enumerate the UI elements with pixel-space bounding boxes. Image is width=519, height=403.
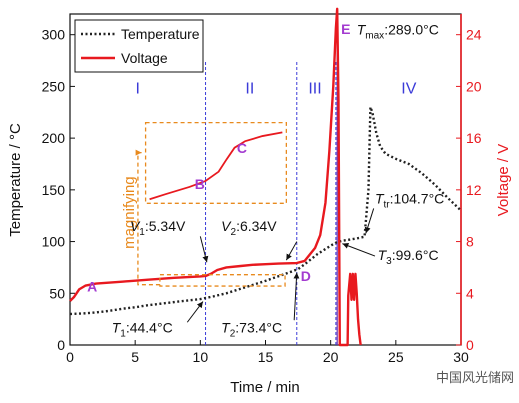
x-axis-title: Time / min (230, 379, 299, 396)
x-tick-label: 30 (453, 349, 469, 365)
magnify-source-box (159, 274, 286, 287)
stage-label: I (136, 81, 140, 98)
annotations: V1:5.34V V2:6.34V T1:44.4°C T2:73.4°C T3:99.… (112, 22, 445, 340)
y-left-tick-label: 300 (42, 27, 66, 43)
y-right-tick-label: 12 (466, 182, 482, 198)
x-tick-label: 25 (388, 349, 404, 365)
legend-box (74, 19, 204, 73)
y-left-tick-label: 100 (42, 234, 66, 250)
annotation-t1-arrow (186, 301, 204, 323)
inset-point-label-b: B (195, 176, 205, 192)
annotation-v2-arrow (285, 241, 298, 261)
x-tick-label: 5 (131, 349, 139, 365)
y-right-tick-label: 24 (466, 27, 482, 43)
annotation-ttr: Ttr:104.7°C (375, 190, 444, 210)
point-label-a: A (87, 278, 97, 294)
annotation-t1: T1:44.4°C (112, 320, 173, 340)
annotation-t2: T2:73.4°C (221, 320, 282, 340)
x-tick-label: 10 (193, 349, 209, 365)
magnify-arrow (135, 149, 160, 286)
stage-lines (205, 14, 338, 345)
annotation-tmax: Tmax:289.0°C (357, 22, 439, 42)
y-axis-right: 0 4 8 12 16 20 24 (456, 14, 482, 353)
x-tick-label: 0 (66, 349, 74, 365)
y-axis-right-title: Voltage / V (495, 144, 512, 217)
annotation-v2: V2:6.34V (221, 218, 277, 238)
y-axis-left: 0 50 100 150 200 250 300 (42, 27, 75, 353)
annotation-t3-arrow (342, 242, 376, 257)
point-label-e: E (341, 21, 350, 37)
y-left-tick-label: 0 (57, 337, 65, 353)
series-layer (69, 7, 462, 347)
point-labels: A D E (87, 21, 350, 294)
voltage-series-line (69, 7, 362, 347)
annotation-t3: T3:99.6°C (378, 247, 439, 267)
y-right-tick-label: 8 (466, 234, 474, 250)
y-left-tick-label: 50 (49, 285, 65, 301)
y-right-tick-label: 4 (466, 285, 474, 301)
magnified-voltage-line (149, 131, 283, 201)
annotation-v1: V1:5.34V (130, 218, 186, 238)
legend-label: Temperature (121, 26, 200, 42)
temperature-series-line (69, 106, 462, 316)
y-left-tick-label: 200 (42, 130, 66, 146)
point-label-d: D (301, 268, 311, 284)
y-right-tick-label: 20 (466, 78, 482, 94)
y-right-tick-label: 0 (466, 337, 474, 353)
stage-labels: I II III IV (136, 81, 417, 98)
y-right-tick-label: 16 (466, 130, 482, 146)
magnify-inset-box (144, 121, 288, 204)
magnify-inset: magnifying B C (121, 121, 288, 287)
legend: Temperature Voltage (74, 19, 204, 73)
annotation-ttr-arrow (364, 208, 375, 234)
stage-label: III (308, 81, 321, 98)
y-left-tick-label: 150 (42, 182, 66, 198)
annotation-t2-arrow (293, 272, 300, 321)
stage-label: II (245, 81, 254, 98)
annotation-v1-arrow (199, 236, 209, 263)
y-left-tick-label: 250 (42, 78, 66, 94)
stage-label: IV (401, 81, 416, 98)
x-tick-label: 15 (258, 349, 274, 365)
x-axis: 0 5 10 15 20 25 30 (66, 340, 469, 365)
legend-label: Voltage (121, 50, 168, 66)
inset-point-label-c: C (237, 140, 247, 156)
magnify-label: magnifying (121, 176, 138, 249)
x-tick-label: 20 (323, 349, 339, 365)
watermark: 中国风光储网 (436, 370, 514, 385)
y-axis-left-title: Temperature / °C (7, 123, 24, 237)
